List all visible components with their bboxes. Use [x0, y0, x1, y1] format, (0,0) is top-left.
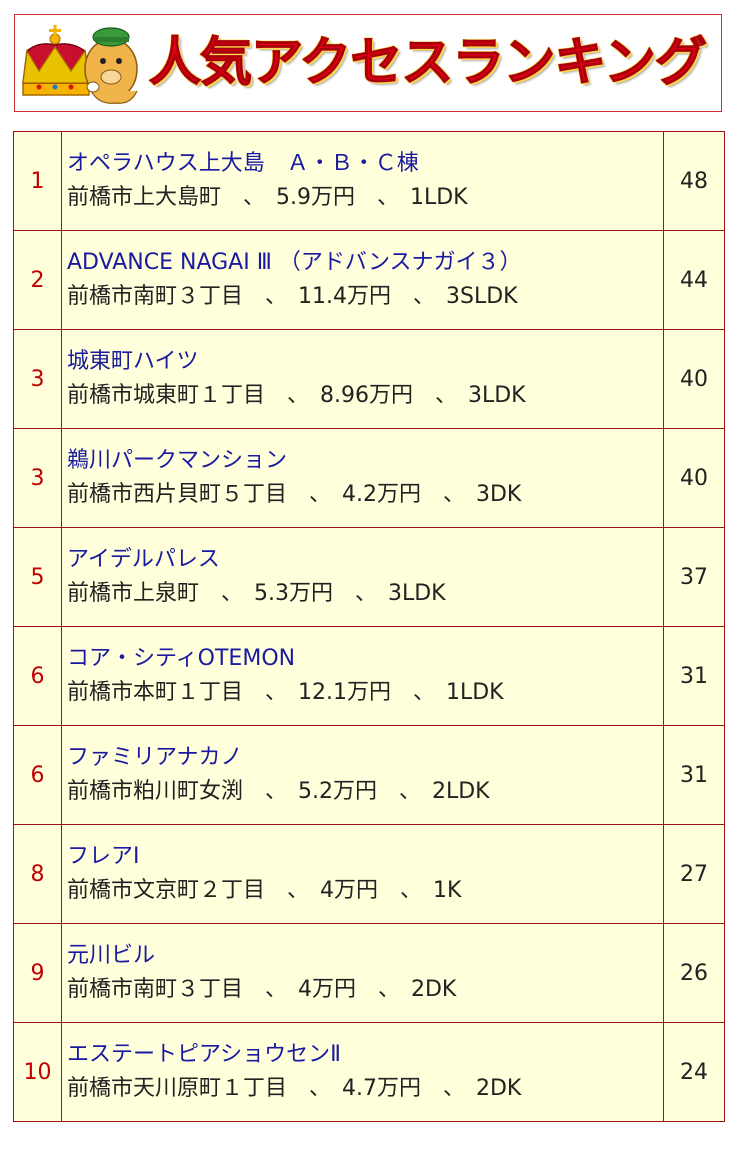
- property-name-link[interactable]: 鵜川パークマンション: [67, 448, 288, 473]
- rank-number: 6: [13, 725, 62, 825]
- property-name-link[interactable]: エステートピアショウセンⅡ: [67, 1042, 341, 1067]
- table-row: 2 ADVANCE NAGAI Ⅲ （アドバンスナガイ３） 前橋市南町３丁目 、 1…: [13, 230, 725, 330]
- property-info: ファミリアナカノ前橋市粕川町女渕 、 5.2万円 、 2LDK: [61, 725, 664, 825]
- rank-number: 3: [13, 428, 62, 528]
- rank-number: 10: [13, 1022, 62, 1122]
- table-row: 3 鵜川パークマンション 前橋市西片貝町５丁目 、 4.2万円 、 3DK 40: [13, 428, 725, 528]
- access-count: 40: [663, 428, 725, 528]
- property-detail: 前橋市上泉町 、 5.3万円 、 3LDK: [67, 581, 446, 606]
- property-info: コア・シティOTEMON 前橋市本町１丁目 、 12.1万円 、 1LDK: [61, 626, 664, 726]
- property-name-link[interactable]: 元川ビル: [67, 943, 156, 968]
- rank-number: 9: [13, 923, 62, 1023]
- rank-number: 3: [13, 329, 62, 429]
- rank-number: 6: [13, 626, 62, 726]
- rank-number: 5: [13, 527, 62, 627]
- property-detail: 前橋市西片貝町５丁目 、 4.2万円 、 3DK: [67, 482, 522, 507]
- access-count: 26: [663, 923, 725, 1023]
- access-count: 40: [663, 329, 725, 429]
- property-detail: 前橋市南町３丁目 、 4万円 、 2DK: [67, 977, 457, 1002]
- property-name-link[interactable]: オペラハウス上大島 Ａ・Ｂ・Ｃ棟: [67, 151, 419, 176]
- property-name-link[interactable]: ファミリアナカノ: [67, 745, 243, 770]
- property-info: ADVANCE NAGAI Ⅲ （アドバンスナガイ３） 前橋市南町３丁目 、 11…: [61, 230, 664, 330]
- property-detail: 前橋市本町１丁目 、 12.1万円 、 1LDK: [67, 680, 504, 705]
- property-detail: 前橋市天川原町１丁目 、 4.7万円 、 2DK: [67, 1076, 522, 1101]
- table-row: 1 オペラハウス上大島 Ａ・Ｂ・Ｃ棟 前橋市上大島町 、 5.9万円 、 1LDK 4…: [13, 131, 725, 231]
- access-count: 48: [663, 131, 725, 231]
- ranking-banner: 人気アクセスランキング: [14, 14, 722, 112]
- table-row: 10 エステートピアショウセンⅡ 前橋市天川原町１丁目 、 4.7万円 、 2DK 2…: [13, 1022, 725, 1122]
- property-info: アイデルパレス前橋市上泉町 、 5.3万円 、 3LDK: [61, 527, 664, 627]
- table-row: 6 コア・シティOTEMON 前橋市本町１丁目 、 12.1万円 、 1LDK 31: [13, 626, 725, 726]
- property-detail: 前橋市文京町２丁目 、 4万円 、 1K: [67, 878, 462, 903]
- property-info: 元川ビル前橋市南町３丁目 、 4万円 、 2DK: [61, 923, 664, 1023]
- property-detail: 前橋市粕川町女渕 、 5.2万円 、 2LDK: [67, 779, 490, 804]
- ranking-table: 1 オペラハウス上大島 Ａ・Ｂ・Ｃ棟 前橋市上大島町 、 5.9万円 、 1LDK 4…: [13, 131, 725, 1122]
- crown-mascot-icon: [22, 25, 138, 104]
- table-row: 5 アイデルパレス 前橋市上泉町 、 5.3万円 、 3LDK 37: [13, 527, 725, 627]
- access-count: 31: [663, 725, 725, 825]
- property-info: 城東町ハイツ前橋市城東町１丁目 、 8.96万円 、 3LDK: [61, 329, 664, 429]
- rank-number: 2: [13, 230, 62, 330]
- property-info: フレアⅠ 前橋市文京町２丁目 、 4万円 、 1K: [61, 824, 664, 924]
- property-name-link[interactable]: アイデルパレス: [67, 547, 220, 572]
- property-detail: 前橋市城東町１丁目 、 8.96万円 、 3LDK: [67, 383, 526, 408]
- page-title: 人気アクセスランキング: [148, 32, 707, 93]
- table-row: 6 ファミリアナカノ 前橋市粕川町女渕 、 5.2万円 、 2LDK 31: [13, 725, 725, 825]
- rank-number: 8: [13, 824, 62, 924]
- property-detail: 前橋市南町３丁目 、 11.4万円 、 3SLDK: [67, 284, 518, 309]
- access-count: 24: [663, 1022, 725, 1122]
- access-count: 44: [663, 230, 725, 330]
- property-info: エステートピアショウセンⅡ 前橋市天川原町１丁目 、 4.7万円 、 2DK: [61, 1022, 664, 1122]
- access-count: 27: [663, 824, 725, 924]
- table-row: 8 フレアⅠ 前橋市文京町２丁目 、 4万円 、 1K 27: [13, 824, 725, 924]
- property-name-link[interactable]: 城東町ハイツ: [67, 349, 199, 374]
- access-count: 37: [663, 527, 725, 627]
- property-name-link[interactable]: ADVANCE NAGAI Ⅲ （アドバンスナガイ３）: [67, 250, 522, 275]
- rank-number: 1: [13, 131, 62, 231]
- property-name-link[interactable]: コア・シティOTEMON: [67, 646, 296, 671]
- property-name-link[interactable]: フレアⅠ: [67, 844, 140, 869]
- table-row: 3 城東町ハイツ 前橋市城東町１丁目 、 8.96万円 、 3LDK 40: [13, 329, 725, 429]
- property-detail: 前橋市上大島町 、 5.9万円 、 1LDK: [67, 185, 468, 210]
- property-info: オペラハウス上大島 Ａ・Ｂ・Ｃ棟前橋市上大島町 、 5.9万円 、 1LDK: [61, 131, 664, 231]
- table-row: 9 元川ビル 前橋市南町３丁目 、 4万円 、 2DK 26: [13, 923, 725, 1023]
- property-info: 鵜川パークマンション前橋市西片貝町５丁目 、 4.2万円 、 3DK: [61, 428, 664, 528]
- access-count: 31: [663, 626, 725, 726]
